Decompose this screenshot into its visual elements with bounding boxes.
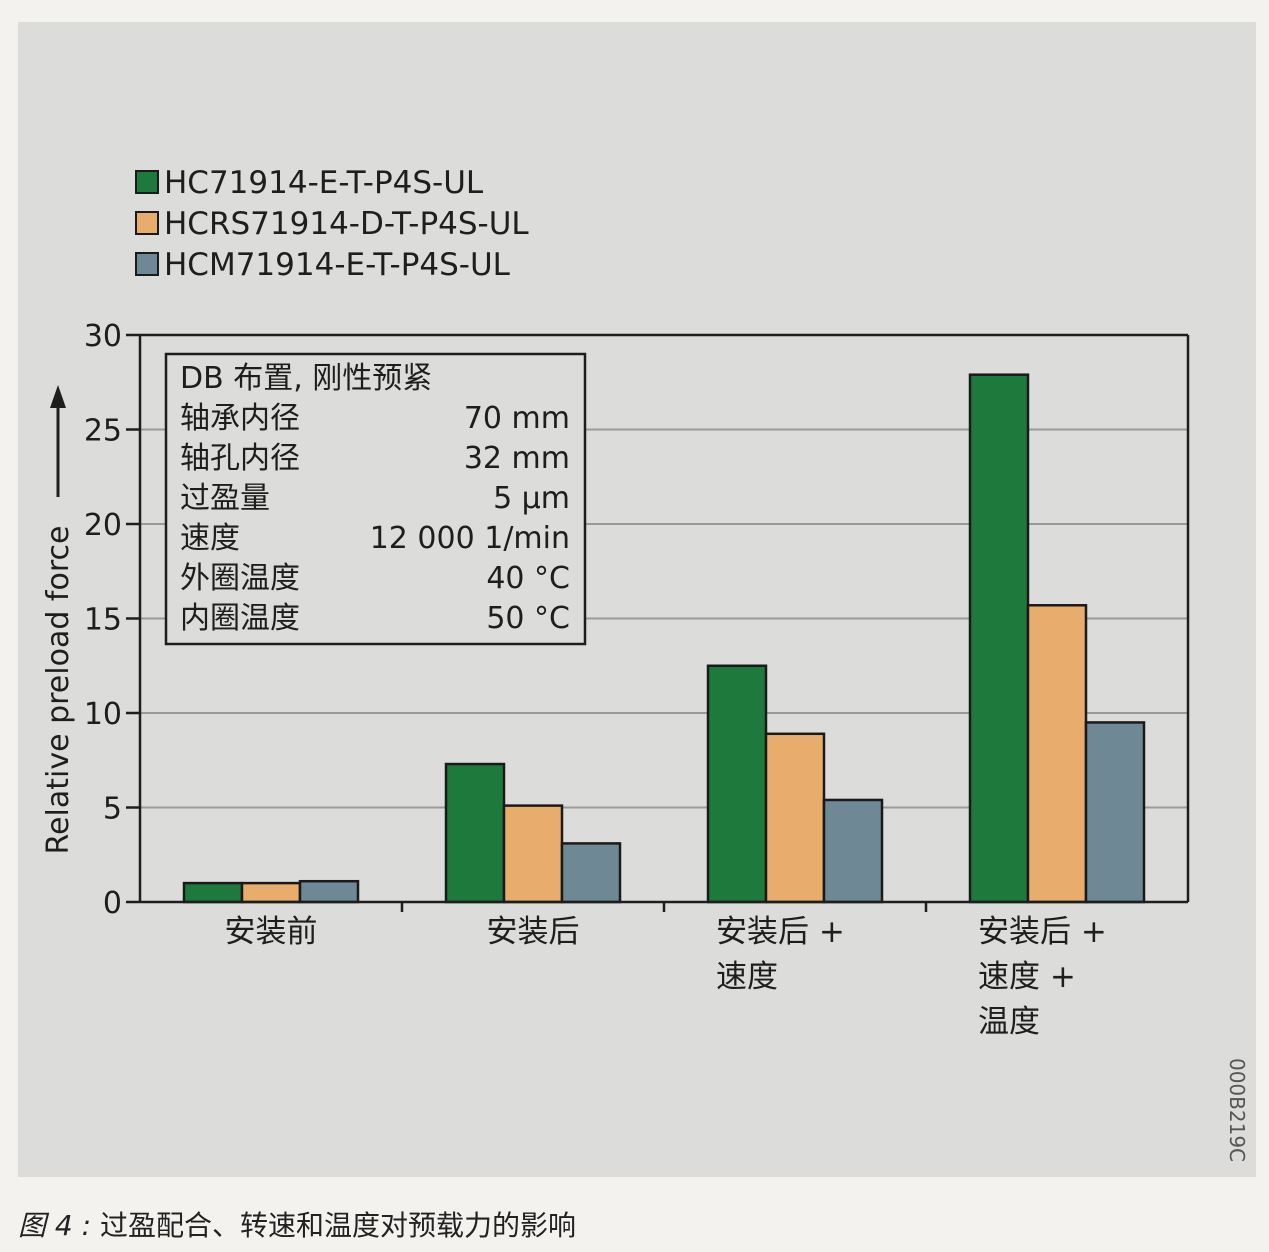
info-row-label: 速度 (180, 521, 240, 556)
caption-label: 图 4 : (18, 1209, 92, 1242)
y-tick-label: 10 (84, 697, 122, 732)
legend-label: HCM71914-E-T-P4S-UL (164, 247, 511, 283)
info-row-label: 内圈温度 (180, 601, 300, 636)
info-row-label: 过盈量 (180, 481, 270, 516)
y-axis-label: Relative preload force (41, 526, 76, 855)
y-tick-label: 20 (84, 508, 122, 543)
info-row-value: 70 mm (464, 401, 570, 436)
y-axis-label-group: Relative preload force (41, 385, 76, 854)
bars (182, 373, 1146, 904)
info-row-label: 轴承内径 (180, 401, 300, 436)
info-box-title: DB 布置, 刚性预紧 (180, 361, 432, 396)
bar (968, 373, 1030, 904)
y-tick-label: 15 (84, 603, 122, 638)
info-row-label: 轴孔内径 (180, 441, 300, 476)
bar (240, 881, 302, 904)
x-category-label: 速度 + (978, 959, 1076, 995)
legend-swatch (135, 211, 159, 235)
info-row-value: 32 mm (464, 441, 570, 476)
bar (764, 732, 826, 904)
bar (502, 804, 564, 904)
bar (444, 762, 506, 904)
info-row-label: 外圈温度 (180, 561, 300, 596)
info-box-frame (164, 352, 587, 646)
legend-swatch (135, 252, 159, 276)
info-row-value: 40 °C (486, 561, 570, 596)
x-category-label: 安装前 (225, 914, 318, 950)
y-tick-label: 0 (103, 886, 122, 921)
legend-label: HCRS71914-D-T-P4S-UL (164, 206, 529, 242)
x-category-label: 速度 (716, 959, 778, 995)
figure-caption: 图 4 : 过盈配合、转速和温度对预载力的影响 (18, 1204, 576, 1244)
info-row-value: 50 °C (486, 601, 570, 636)
bar (822, 798, 884, 904)
y-tick-label: 25 (84, 414, 122, 449)
x-category-label: 温度 (978, 1004, 1040, 1040)
legend-label: HC71914-E-T-P4S-UL (164, 165, 484, 201)
bar (1084, 721, 1146, 904)
bar (182, 881, 244, 904)
legend: HC71914-E-T-P4S-UL HCRS71914-D-T-P4S-UL HC… (135, 165, 529, 283)
caption-text: 过盈配合、转速和温度对预载力的影响 (99, 1209, 576, 1242)
figure-code: 000B219C (1225, 1058, 1249, 1162)
y-tick-label: 5 (103, 792, 122, 827)
legend-swatch (135, 170, 159, 194)
x-category-label: 安装后 (487, 914, 580, 950)
y-axis-arrow-head (50, 385, 66, 408)
bar (1026, 604, 1088, 904)
info-row-value: 12 000 1/min (370, 521, 570, 556)
y-tick-label: 30 (84, 319, 122, 354)
info-row-value: 5 µm (493, 481, 570, 516)
bar (560, 842, 622, 904)
bar (706, 664, 768, 904)
x-category-label: 安装后 + (978, 914, 1107, 950)
x-category-label: 安装后 + (716, 914, 845, 950)
bar (298, 879, 360, 904)
